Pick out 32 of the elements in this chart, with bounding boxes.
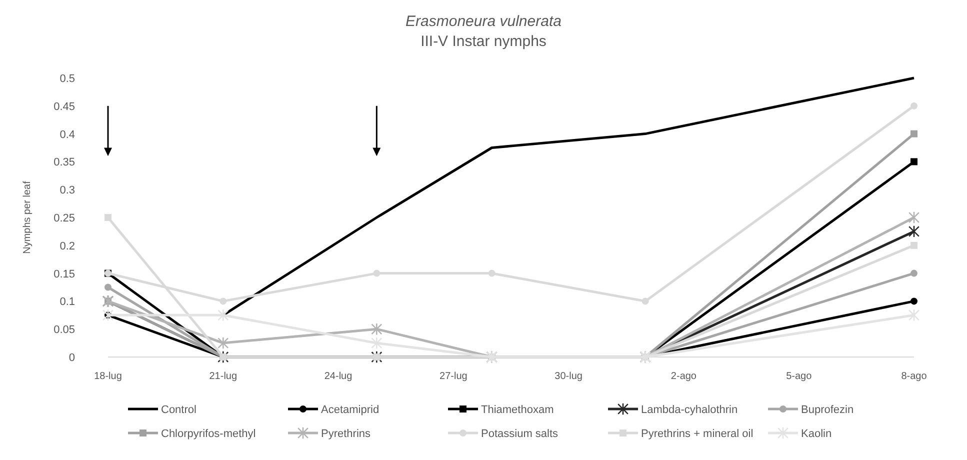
y-axis-title: Nymphs per leaf <box>22 180 33 254</box>
legend-label: Pyrethrins + mineral oil <box>641 428 754 440</box>
y-tick-label: 0.2 <box>60 240 75 252</box>
legend-label: Thiamethoxam <box>481 404 554 416</box>
y-tick-label: 0.1 <box>60 296 75 308</box>
legend-label: Potassium salts <box>481 428 559 440</box>
chart-title: Erasmoneura vulnerata <box>406 13 562 30</box>
chart-subtitle: III-V Instar nymphs <box>420 33 546 50</box>
x-tick-label: 8-ago <box>901 371 928 382</box>
legend-label: Pyrethrins <box>321 428 372 440</box>
legend-label: Buprofezin <box>801 404 854 416</box>
y-tick-label: 0.35 <box>54 156 75 169</box>
legend-label: Lambda-cyhalothrin <box>641 404 738 416</box>
legend-label: Kaolin <box>801 428 832 440</box>
y-tick-label: 0.45 <box>54 100 75 113</box>
y-tick-label: 0.15 <box>54 268 75 280</box>
legend-label: Chlorpyrifos-methyl <box>161 428 256 440</box>
x-tick-label: 21-lug <box>209 371 238 382</box>
y-tick-label: 0 <box>68 352 75 364</box>
x-tick-label: 2-ago <box>670 371 697 382</box>
y-tick-label: 0.05 <box>54 324 75 336</box>
y-tick-label: 0.3 <box>60 184 75 197</box>
legend-label: Control <box>161 404 196 416</box>
x-tick-label: 30-lug <box>554 371 582 382</box>
x-tick-label: 5-ago <box>786 371 812 382</box>
x-tick-label: 24-lug <box>324 371 352 382</box>
x-tick-label: 18-lug <box>94 371 122 382</box>
y-tick-label: 0.25 <box>54 212 75 224</box>
y-tick-label: 0.4 <box>60 128 75 141</box>
x-tick-label: 27-lug <box>440 371 468 382</box>
legend-label: Acetamiprid <box>321 404 380 416</box>
y-tick-label: 0.5 <box>60 73 75 85</box>
